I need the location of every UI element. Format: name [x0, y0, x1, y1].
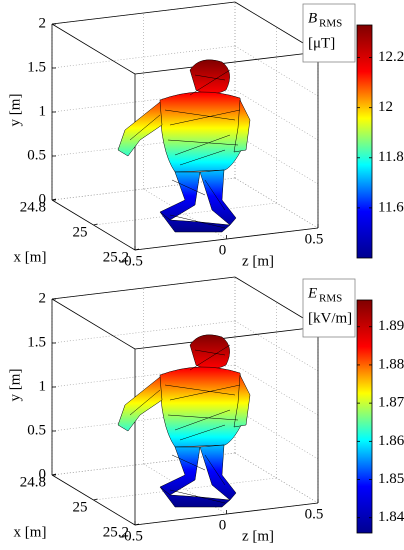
colorbar-tick-label: 1.84: [378, 509, 404, 525]
colorbar-label-subscript: RMS: [319, 293, 342, 305]
colorbar-label-unit: [μT]: [308, 35, 335, 51]
x-axis-label: x [m]: [14, 524, 47, 540]
y-tick-label: 2: [39, 15, 47, 31]
x-tick-label: 25: [73, 499, 88, 515]
z-tick-label: 0: [219, 242, 227, 258]
colorbar-tick-label: 12.2: [378, 49, 404, 65]
y-tick-label: 0.5: [27, 147, 46, 163]
box-edge: [134, 326, 319, 350]
z-axis-label: z [m]: [242, 528, 274, 544]
grid-line: [93, 477, 277, 501]
y-tick-label: 1.5: [27, 59, 46, 75]
x-axis-label: x [m]: [14, 249, 47, 265]
x-tick-label: 25.2: [103, 249, 129, 265]
z-tick-label: 0.5: [305, 506, 324, 522]
y-tick-label: 1.5: [27, 334, 46, 350]
grid-line: [234, 133, 319, 185]
grid-line: [234, 408, 319, 460]
colorbar-tick-label: 1.85: [378, 471, 404, 487]
x-tick: [93, 498, 98, 501]
x-tick: [134, 523, 140, 526]
box-edge: [51, 1, 236, 25]
colorbar: [356, 24, 373, 259]
body-mesh: [118, 60, 250, 232]
colorbar-tick-label: 1.87: [378, 395, 404, 411]
grid-line: [51, 45, 236, 69]
x-tick: [51, 198, 57, 201]
y-tick-label: 1: [39, 378, 47, 394]
grid-line: [143, 463, 227, 515]
x-tick-label: 25: [73, 224, 88, 240]
box-edge: [51, 276, 236, 300]
x-tick-label: 24.8: [20, 199, 46, 215]
colorbar-label-subscript: RMS: [319, 18, 342, 30]
colorbar-label-box: [302, 3, 356, 63]
x-tick: [51, 473, 57, 476]
colorbar-label-box: [302, 278, 356, 338]
panel: 0 0.5 1 1.5 2 24.8 25 25.2-0.5 0 0.5 y [m] x [m] z […: [7, 1, 404, 269]
colorbar-tick-label: 11.6: [378, 199, 404, 215]
box-edge: [51, 23, 136, 75]
colorbar: [356, 299, 373, 534]
colorbar-tick-label: 1.89: [378, 318, 404, 334]
y-axis-label: y [m]: [7, 94, 23, 127]
z-tick-label: -0.5: [119, 528, 143, 544]
y-tick-label: 0: [39, 191, 47, 207]
body-mesh: [118, 335, 250, 507]
colorbar-label-symbol: B: [308, 10, 317, 26]
z-tick-label: 0.5: [305, 231, 324, 247]
x-tick-label: 25.2: [103, 524, 129, 540]
y-tick-label: 2: [39, 290, 47, 306]
x-tick: [93, 223, 98, 226]
y-tick-label: 1: [39, 103, 47, 119]
colorbar-tick-label: 1.88: [378, 356, 404, 372]
grid-line: [93, 202, 277, 226]
colorbar-tick-label: 1.86: [378, 433, 404, 449]
grid-line: [51, 320, 236, 344]
y-axis-label: y [m]: [7, 369, 23, 402]
box-edge: [134, 51, 319, 75]
colorbar-tick-label: 12: [378, 99, 393, 115]
x-tick: [134, 248, 140, 251]
y-tick-label: 0: [39, 466, 47, 482]
y-tick-label: 0.5: [27, 422, 46, 438]
colorbar-tick-label: 11.8: [378, 149, 404, 165]
z-tick-label: -0.5: [119, 253, 143, 269]
box-edge: [51, 298, 136, 350]
z-tick-label: 0: [219, 517, 227, 533]
colorbar-label-symbol: E: [307, 285, 317, 301]
z-axis-label: z [m]: [242, 253, 274, 269]
colorbar-label-unit: [kV/m]: [308, 310, 352, 326]
panel: 0 0.5 1 1.5 2 24.8 25 25.2-0.5 0 0.5 y [m] x [m] z […: [7, 276, 404, 544]
x-tick-label: 24.8: [20, 474, 46, 490]
grid-line: [143, 188, 227, 240]
